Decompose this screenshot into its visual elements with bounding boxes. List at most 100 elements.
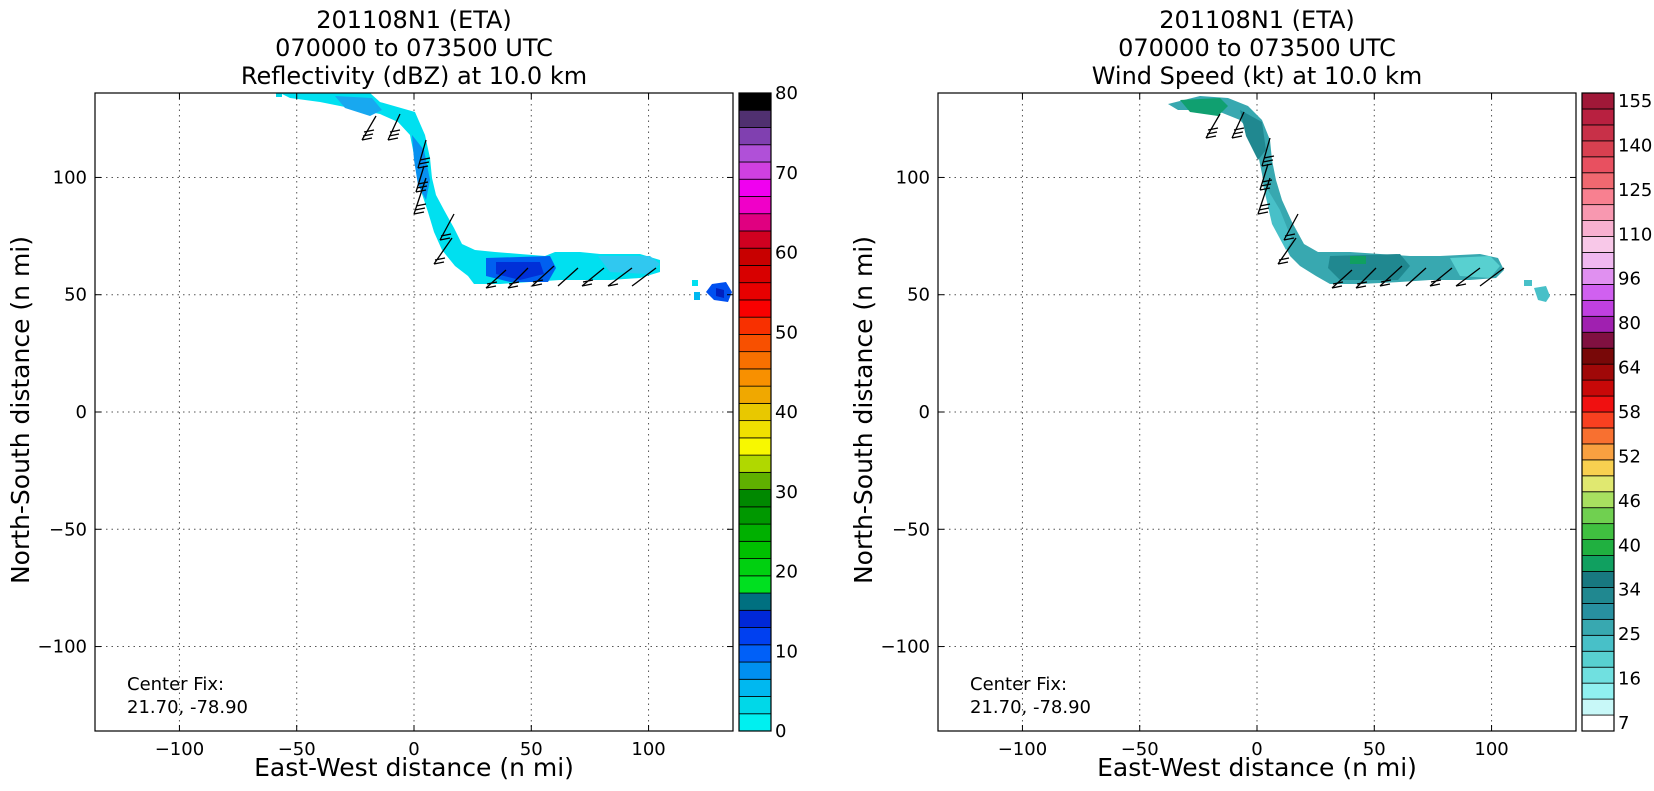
colorbar-swatch xyxy=(1581,475,1615,493)
reflectivity-echo xyxy=(496,262,544,280)
colorbar-swatch xyxy=(738,471,772,490)
colorbar-swatch xyxy=(1581,523,1615,541)
center-fix-value: 21.70, -78.90 xyxy=(970,697,1091,718)
reflectivity-echo xyxy=(716,288,724,298)
y-tick-label: −100 xyxy=(881,637,930,658)
reflectivity-echo xyxy=(335,96,382,116)
colorbar-swatch xyxy=(738,282,772,301)
reflectivity-chart: 201108N1 (ETA) 070000 to 073500 UTC Refl… xyxy=(6,6,798,782)
wind-barb xyxy=(1277,237,1297,265)
colorbar-swatch xyxy=(738,575,772,594)
y-tick-label: 50 xyxy=(907,285,930,306)
colorbar-swatch xyxy=(738,316,772,335)
colorbar-label: 7 xyxy=(1618,713,1629,734)
chart-title-line-1: 201108N1 (ETA) xyxy=(316,6,512,34)
colorbar-swatch xyxy=(1581,459,1615,477)
wind-barbs xyxy=(1205,111,1505,289)
wind-barb xyxy=(361,115,377,141)
colorbar-label: 0 xyxy=(775,721,786,742)
colorbar-swatch xyxy=(1581,268,1615,285)
colorbar-swatch xyxy=(738,144,772,163)
colorbar-label: 80 xyxy=(775,83,798,104)
colorbar-swatch xyxy=(738,644,772,663)
colorbar-label: 70 xyxy=(775,163,798,184)
colorbar-swatch xyxy=(1581,92,1615,110)
wind-barb xyxy=(1205,113,1221,139)
wind-barbs xyxy=(361,113,657,289)
colorbar-swatch xyxy=(738,385,772,404)
colorbar-swatch xyxy=(1581,427,1615,445)
colorbar-swatch xyxy=(738,420,772,439)
wind-barb xyxy=(1283,213,1299,241)
colorbar-swatch xyxy=(1581,571,1615,588)
grid-lines xyxy=(938,93,1576,731)
wind-barb xyxy=(607,267,633,287)
colorbar-swatch xyxy=(738,437,772,456)
wind-barb xyxy=(485,269,507,289)
wind-barb xyxy=(1405,267,1427,287)
center-fix-label: Center Fix: xyxy=(970,674,1067,695)
y-tick-label: 100 xyxy=(53,167,87,188)
wind-barb xyxy=(1429,267,1453,287)
y-tick-label: −50 xyxy=(49,519,87,540)
x-tick-label: 50 xyxy=(520,739,543,760)
colorbar-swatch xyxy=(738,609,772,628)
colorbar-swatch xyxy=(738,230,772,249)
windspeed-cell xyxy=(1168,96,1504,284)
reflectivity-echo xyxy=(598,256,660,274)
y-tick-label: −100 xyxy=(38,637,87,658)
wind-barb xyxy=(557,267,579,287)
colorbar-swatch xyxy=(738,592,772,611)
colorbar-swatch xyxy=(1581,124,1615,142)
windspeed-cell xyxy=(1328,254,1410,280)
colorbar-swatch xyxy=(738,402,772,422)
colorbar-label: 96 xyxy=(1618,269,1641,290)
colorbar-swatch xyxy=(738,196,772,215)
windspeed-cell xyxy=(1450,256,1500,278)
colorbar-swatch xyxy=(738,178,772,197)
colorbar-swatch xyxy=(738,713,772,732)
colorbar-swatch xyxy=(1581,172,1615,190)
colorbar-swatch xyxy=(1581,698,1615,716)
wind-barb xyxy=(1231,111,1245,139)
x-tick-label: −100 xyxy=(155,739,204,760)
colorbar-swatch xyxy=(738,523,772,542)
colorbar-swatch xyxy=(1581,204,1615,221)
colorbar: 0 10 20 30 40 50 60 70 80 xyxy=(738,83,798,742)
windspeed-field xyxy=(1168,96,1550,302)
colorbar: 7 16 25 34 40 46 52 58 64 80 96 110 125 140 155 xyxy=(1581,91,1652,734)
colorbar-swatch xyxy=(1581,315,1615,333)
colorbar-swatch xyxy=(1581,539,1615,556)
wind-barb xyxy=(631,267,657,287)
colorbar-swatch xyxy=(1581,363,1615,381)
windspeed-cell xyxy=(1524,280,1532,286)
colorbar-swatch xyxy=(1581,555,1615,572)
colorbar-swatch xyxy=(1581,603,1615,620)
colorbar-swatch xyxy=(738,506,772,525)
wind-barb xyxy=(507,267,529,289)
colorbar-label: 155 xyxy=(1618,91,1652,112)
colorbar-swatch xyxy=(738,696,772,715)
colorbar-swatch xyxy=(738,92,772,111)
chart-title-line-3: Wind Speed (kt) at 10.0 km xyxy=(1092,62,1423,90)
chart-title-line-2: 070000 to 073500 UTC xyxy=(275,34,553,62)
colorbar-label: 46 xyxy=(1618,491,1641,512)
y-tick-label: 0 xyxy=(76,402,87,423)
chart-title-line-1: 201108N1 (ETA) xyxy=(1159,6,1355,34)
colorbar-swatch xyxy=(1581,331,1615,349)
x-tick-label: 0 xyxy=(1251,739,1262,760)
x-tick-label: −50 xyxy=(278,739,316,760)
colorbar-swatch xyxy=(738,351,772,370)
colorbar-swatch xyxy=(1581,283,1615,301)
wind-barb xyxy=(439,213,455,241)
colorbar-frame xyxy=(1581,92,1615,732)
colorbar-label: 40 xyxy=(775,402,798,423)
x-tick-label: 0 xyxy=(408,739,419,760)
colorbar-label: 50 xyxy=(775,322,798,343)
colorbar-swatch xyxy=(738,489,772,508)
colorbar-swatch xyxy=(738,540,772,559)
colorbar-label: 140 xyxy=(1618,135,1652,156)
colorbar-swatch xyxy=(738,558,772,577)
reflectivity-echo xyxy=(280,93,660,284)
